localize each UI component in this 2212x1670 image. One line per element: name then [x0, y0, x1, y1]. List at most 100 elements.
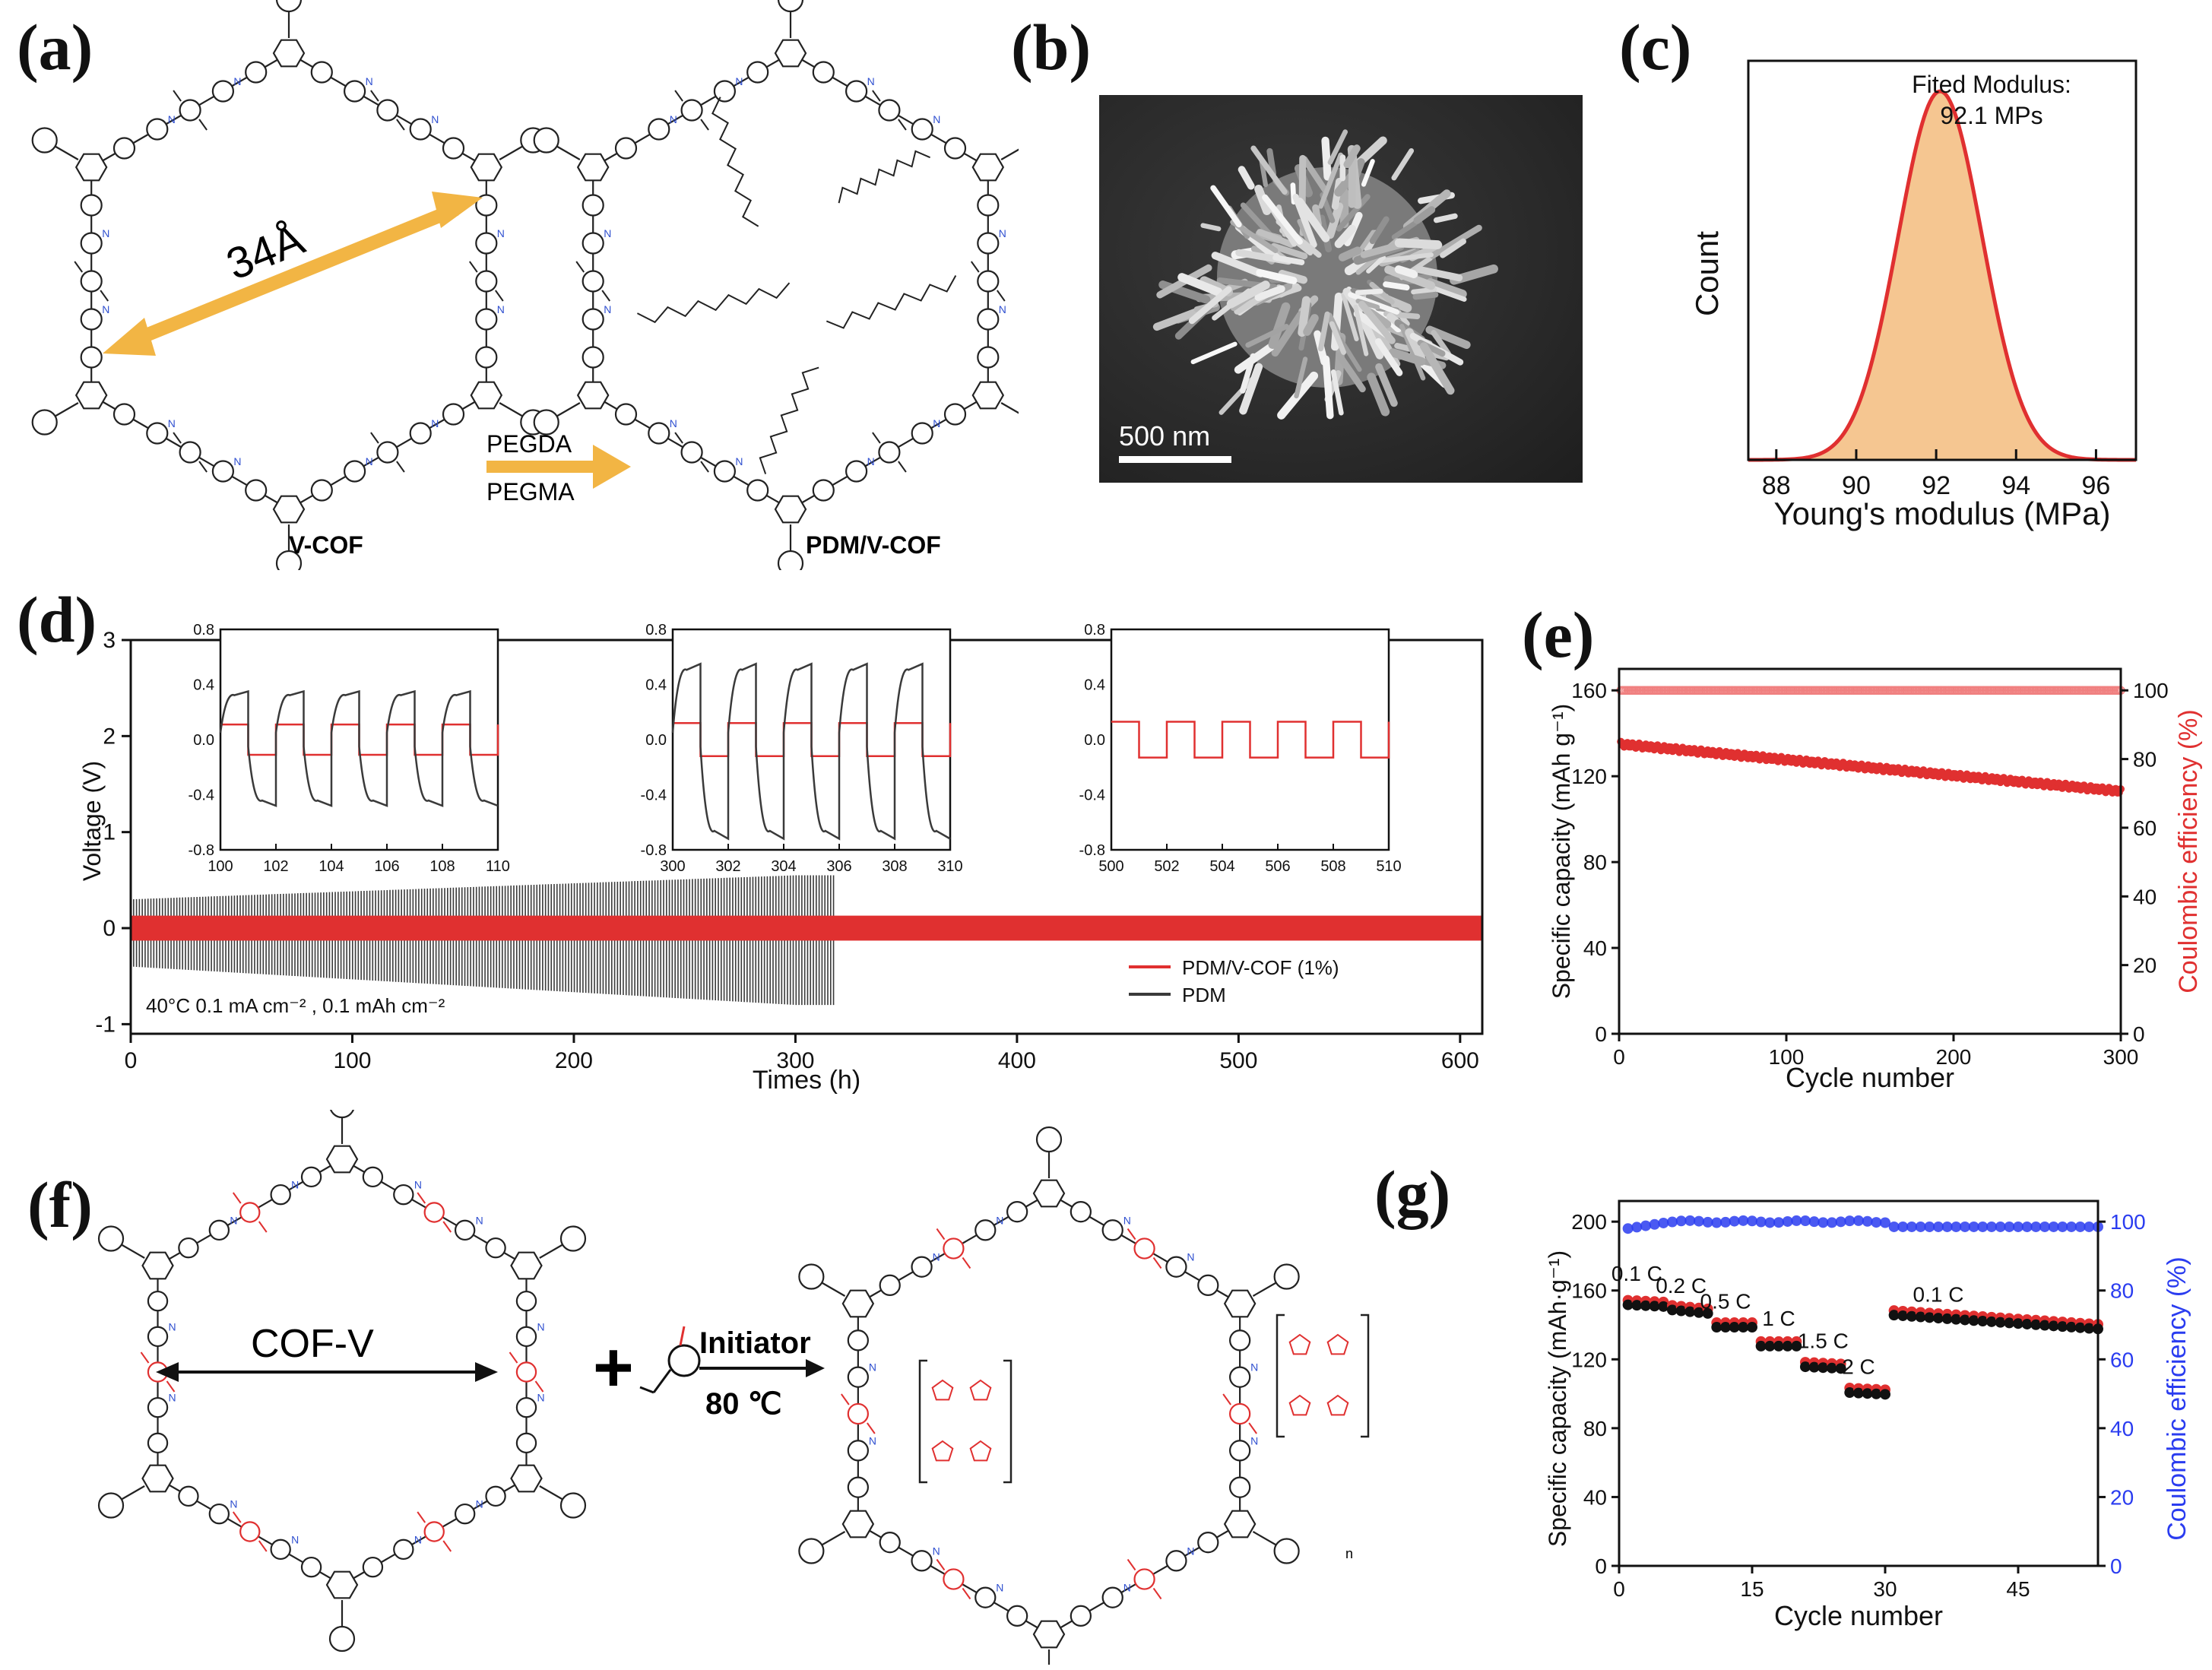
y-axis-label: Voltage (V): [78, 761, 106, 881]
benzene-ring: [648, 118, 670, 141]
nanoflake: [1383, 281, 1410, 291]
reagent-pegma: PEGMA: [486, 478, 575, 505]
benzene-ring: [977, 346, 1000, 369]
y2-tick-label: 100: [2110, 1210, 2146, 1234]
y-axis-label: Specific capacity (mAh g⁻¹): [1548, 704, 1575, 1000]
inset-x-tick-label: 108: [429, 858, 455, 875]
rate-label: 0.2 C: [1656, 1274, 1707, 1298]
vinyl-group: [173, 90, 182, 102]
cof-v-name: COF-V: [251, 1322, 374, 1366]
vinyl-group: [370, 90, 379, 102]
benzene-ring: [393, 1538, 414, 1561]
y-tick-label: 3: [103, 628, 116, 653]
reagent-pegda: PEGDA: [486, 430, 572, 458]
vinyl-group: [166, 1380, 176, 1393]
efficiency-point: [1871, 1217, 1882, 1228]
nanoflake: [1366, 293, 1392, 309]
capacity-point-black: [1933, 1313, 1944, 1324]
imine-n: N: [102, 303, 109, 315]
panel-label-b: (b): [1011, 11, 1092, 84]
nanoflake: [1245, 324, 1289, 348]
benzene-ring: [113, 137, 136, 160]
benzene-ring: [1228, 1329, 1251, 1352]
efficiency-point: [1640, 1220, 1651, 1231]
vinyl-group: [396, 119, 405, 131]
benzene-ring: [475, 308, 498, 331]
y2-axis-label: Coulombic efficiency (%): [2174, 709, 2203, 993]
efficiency-point: [1880, 1217, 1890, 1228]
nanoflake: [1440, 238, 1466, 258]
vinyl-group: [509, 1352, 518, 1364]
efficiency-point: [1808, 1216, 1820, 1228]
y-tick-label: 160: [1571, 1279, 1607, 1303]
imine-n: N: [604, 227, 611, 239]
vinyl-group: [442, 1540, 452, 1552]
cyclic-carbonate: [969, 1379, 992, 1401]
benzene-ring: [1006, 1605, 1028, 1627]
nanoflake: [1431, 285, 1467, 302]
efficiency-point: [1684, 1215, 1696, 1226]
vinyl-group: [1248, 1422, 1257, 1434]
nanoflake: [1297, 219, 1312, 246]
efficiency-point: [2066, 1221, 2077, 1232]
imine-n: N: [1187, 1545, 1194, 1557]
efficiency-point: [1995, 1221, 2006, 1232]
tolyl-ring: [1273, 1538, 1300, 1564]
nanoflake: [1391, 220, 1418, 240]
nanoflake: [1431, 330, 1451, 356]
vinyl-group: [970, 261, 980, 273]
tolyl-ring: [533, 409, 559, 436]
inset-gray-wave: [219, 689, 499, 807]
benzene-ring: [1197, 1532, 1219, 1554]
benzene-ring: [582, 346, 604, 369]
efficiency-point: [1986, 1221, 1997, 1232]
capacity-point-black: [1675, 1305, 1687, 1317]
capacity-point-black: [1702, 1307, 1713, 1319]
inset-x-tick-label: 100: [208, 858, 233, 875]
panel-label-g: (g): [1374, 1157, 1451, 1230]
benzene-ring: [1228, 1402, 1251, 1425]
triazine-ring: [971, 153, 1005, 182]
cyclic-carbonate: [931, 1379, 954, 1401]
nanoflake: [1200, 223, 1222, 232]
tolyl-ring: [97, 1225, 125, 1252]
inset-y-tick-label: -0.8: [189, 842, 214, 859]
nanoflake: [1384, 265, 1436, 290]
imine-n: N: [1123, 1582, 1131, 1594]
benzene-ring: [515, 1432, 537, 1454]
capacity-point-black: [1906, 1310, 1917, 1322]
capacity-point-black: [1827, 1362, 1837, 1374]
imine-n: N: [497, 303, 505, 315]
nanoflake: [1317, 311, 1330, 352]
efficiency-point: [1800, 1215, 1811, 1227]
efficiency-point: [1933, 1221, 1944, 1232]
vinyl-group: [198, 119, 208, 131]
y-tick-label: -1: [95, 1012, 116, 1037]
nanoflake: [1330, 369, 1344, 416]
capacity-point-black: [1711, 1322, 1722, 1333]
benzene-ring: [812, 61, 835, 84]
imine-n: N: [670, 113, 677, 125]
nanoflake: [1262, 194, 1303, 245]
capacity-point-black: [1941, 1313, 1953, 1324]
benzene-ring: [847, 1366, 870, 1388]
efficiency-point: [1649, 1218, 1660, 1230]
benzene-ring: [943, 1568, 965, 1590]
tolyl-ring: [328, 1625, 356, 1653]
benzene-ring: [409, 422, 432, 445]
efficiency-point: [1853, 1215, 1864, 1226]
efficiency-point: [2084, 1221, 2095, 1232]
aryl-bond: [556, 145, 581, 160]
vinyl-group: [1152, 1587, 1162, 1600]
polymer-bracket: [1361, 1314, 1370, 1438]
plot-frame: [1618, 1199, 2099, 1567]
scalebar: [1119, 456, 1231, 463]
inset-x-tick-label: 300: [660, 858, 685, 875]
imine-n: N: [869, 1361, 876, 1374]
benzene-ring: [845, 80, 868, 103]
benzene-ring: [80, 270, 103, 293]
imine-n: N: [230, 1498, 237, 1510]
benzene-ring: [475, 346, 498, 369]
capacity-point-black: [1667, 1304, 1678, 1316]
inset-x-tick-label: 500: [1098, 858, 1123, 875]
